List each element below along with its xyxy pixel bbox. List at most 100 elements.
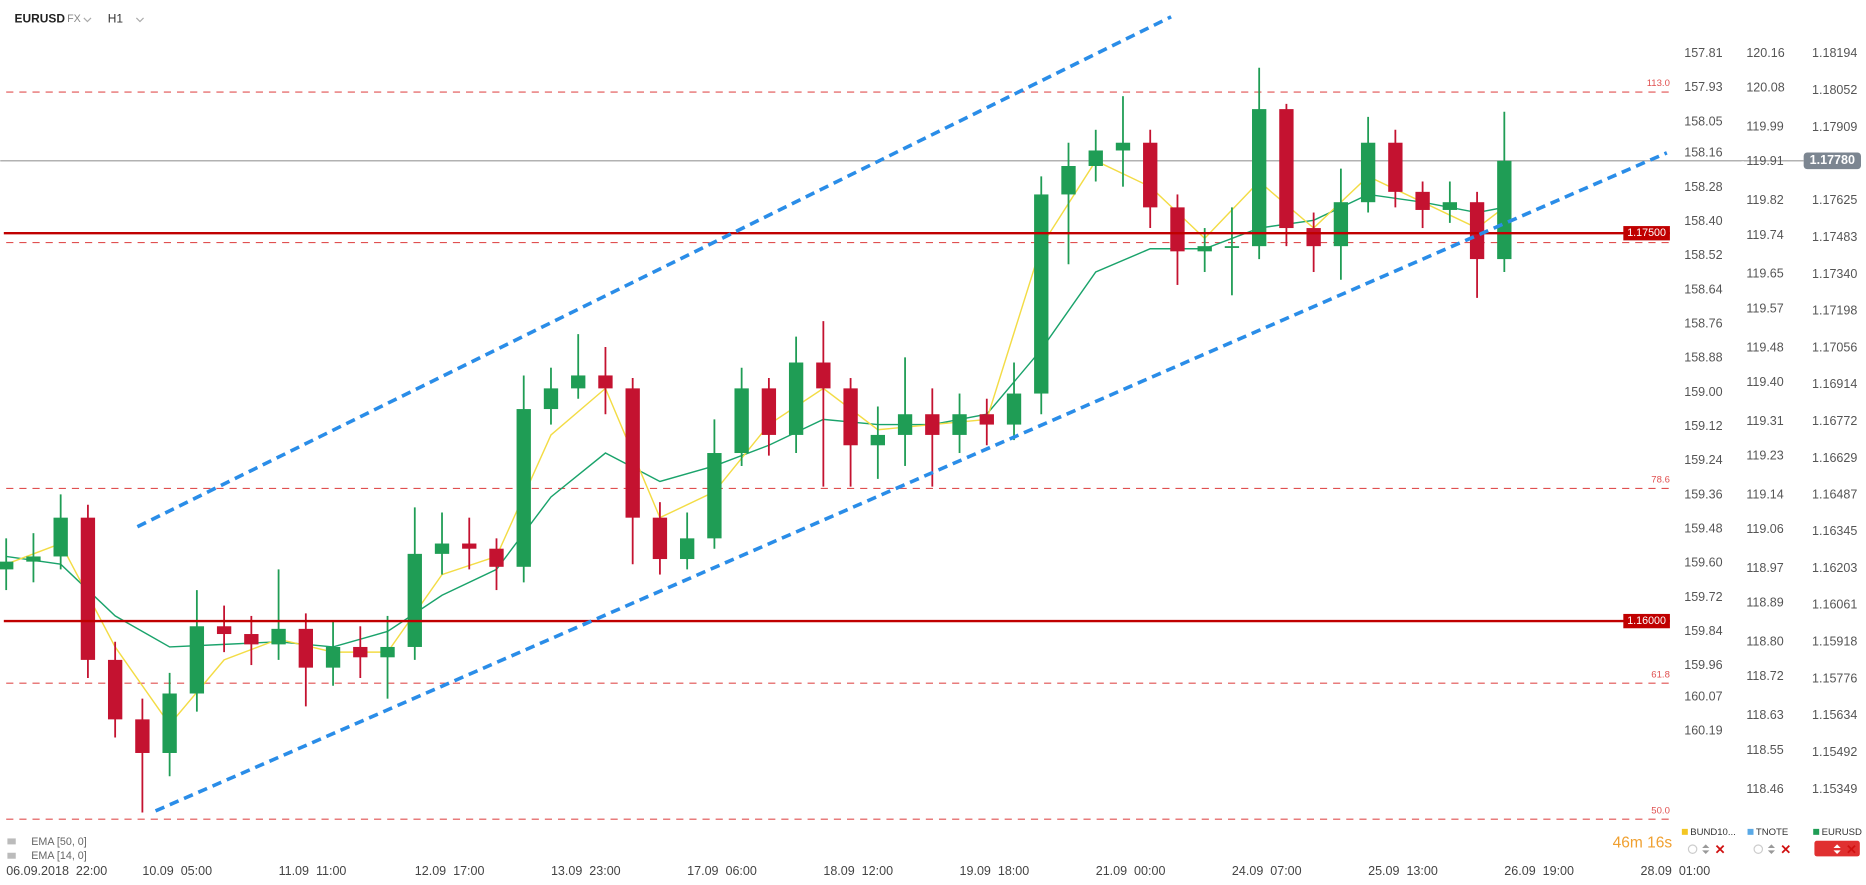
y-tick-label: 159.12 xyxy=(1684,419,1722,433)
y-tick-label: 118.72 xyxy=(1746,669,1783,683)
x-tick-label: 12.09 17:00 xyxy=(415,864,485,878)
remove-icon xyxy=(1781,844,1790,854)
y-tick-label: 120.08 xyxy=(1746,81,1784,95)
y-tick-label: 157.81 xyxy=(1684,46,1722,60)
last-price-badge xyxy=(1803,152,1861,170)
candle-body xyxy=(1388,142,1403,192)
price-level-label: 1.16000 xyxy=(1627,615,1666,627)
instrument-bar: BUND10... TNOTE EURUSD xyxy=(1681,827,1862,857)
candle-body xyxy=(1415,191,1430,210)
y-tick-label: 119.91 xyxy=(1746,154,1783,168)
symbol[interactable]: EURUSD xyxy=(15,11,66,25)
legend-entry[interactable]: EMA [50, 0] xyxy=(31,836,87,848)
candle-body xyxy=(571,375,586,389)
candle-body xyxy=(543,388,559,410)
visibility-icon xyxy=(1687,844,1698,854)
y-tick-label: 159.24 xyxy=(1684,453,1722,467)
price-level-badge xyxy=(1623,226,1670,241)
remove-icon xyxy=(1715,844,1725,854)
y-tick-label: 1.16061 xyxy=(1812,598,1857,612)
candle-body xyxy=(135,719,150,753)
candle-body xyxy=(380,646,395,658)
candle-body xyxy=(1197,246,1212,252)
y-tick-label: 159.84 xyxy=(1684,624,1722,638)
y-tick-label: 159.72 xyxy=(1684,590,1722,604)
price-level-badge xyxy=(1623,613,1670,629)
candle-body xyxy=(53,517,68,557)
y-tick-label: 118.46 xyxy=(1746,782,1783,796)
y-tick-label: 1.15776 xyxy=(1812,671,1857,685)
candle-body xyxy=(1333,202,1349,247)
y-tick-label: 158.76 xyxy=(1684,316,1722,330)
candle-body xyxy=(216,626,232,635)
instrument-name: TNOTE xyxy=(1756,827,1788,838)
candle-body xyxy=(734,388,749,454)
candle-body xyxy=(1306,228,1321,247)
candle-body xyxy=(1034,194,1049,394)
candle-body xyxy=(679,538,695,560)
x-tick-label: 25.09 13:00 xyxy=(1368,864,1438,878)
y-tick-label: 119.57 xyxy=(1746,301,1783,315)
candle-body xyxy=(516,409,531,567)
fib-label: 61.8 xyxy=(1651,669,1670,680)
candle-body xyxy=(1006,393,1022,425)
y-tick-label: 1.16772 xyxy=(1812,414,1857,428)
legend-icon xyxy=(7,852,16,859)
x-tick-label: 21.09 00:00 xyxy=(1096,864,1166,878)
candle-body xyxy=(1115,142,1131,151)
candle-body xyxy=(189,626,205,694)
remove-icon xyxy=(1847,844,1856,854)
x-tick-label: 11.09 11:00 xyxy=(279,864,347,878)
y-tick-label: 159.00 xyxy=(1684,385,1722,399)
instrument-swatch xyxy=(1747,828,1754,835)
candle-body xyxy=(979,414,994,425)
move-icon xyxy=(1767,844,1776,854)
candle-body xyxy=(0,561,14,570)
candle-body xyxy=(1252,109,1267,247)
candle-body xyxy=(897,414,913,435)
market[interactable]: FX xyxy=(67,13,81,25)
x-tick-label: 17.09 06:00 xyxy=(687,864,757,878)
candle-body xyxy=(1061,165,1076,195)
y-tick-label: 1.16203 xyxy=(1812,561,1857,575)
candle-body xyxy=(1088,150,1103,166)
y-tick-label: 158.52 xyxy=(1684,248,1722,262)
y-tick-label: 1.17625 xyxy=(1812,193,1857,207)
candle-body xyxy=(407,553,422,647)
candle-body xyxy=(107,659,123,720)
candle-body xyxy=(162,693,177,753)
y-tick-label: 1.16629 xyxy=(1812,451,1857,465)
y-tick-label: 159.48 xyxy=(1684,521,1722,535)
move-icon xyxy=(1702,844,1710,854)
y-tick-label: 159.60 xyxy=(1684,556,1722,570)
channel-line xyxy=(154,151,1668,813)
x-tick-label: 28.09 01:00 xyxy=(1641,864,1711,878)
candle-body xyxy=(26,556,41,562)
caret xyxy=(83,17,92,23)
candle-body xyxy=(843,388,858,446)
candle-body xyxy=(462,543,477,549)
candle-body xyxy=(952,414,967,435)
x-tick-label: 19.09 18:00 xyxy=(960,864,1030,878)
last-price-label: 1.17780 xyxy=(1810,153,1855,167)
y-tick-label: 118.97 xyxy=(1746,561,1783,575)
y-tick-label: 159.96 xyxy=(1684,658,1722,672)
candle-body xyxy=(816,362,831,389)
legend-entry[interactable]: EMA [14, 0] xyxy=(31,850,87,862)
y-tick-label: 158.16 xyxy=(1684,146,1722,160)
y-tick-label: 1.15634 xyxy=(1812,708,1857,722)
y-tick-label: 118.55 xyxy=(1746,743,1783,757)
candle-body xyxy=(1469,202,1485,260)
y-tick-label: 1.17340 xyxy=(1812,267,1857,281)
candle-body xyxy=(652,517,668,560)
interval[interactable]: H1 xyxy=(108,11,124,25)
candle-body xyxy=(870,434,885,446)
instrument-name: EURUSD xyxy=(1822,827,1862,838)
timer: 46m 16s xyxy=(1613,834,1673,851)
x-tick-label: 10.09 05:00 xyxy=(142,864,212,878)
y-tick-label: 158.05 xyxy=(1684,114,1722,128)
y-tick-label: 1.15492 xyxy=(1812,745,1857,759)
y-tick-label: 158.88 xyxy=(1684,351,1722,365)
candle-body xyxy=(1442,202,1458,210)
